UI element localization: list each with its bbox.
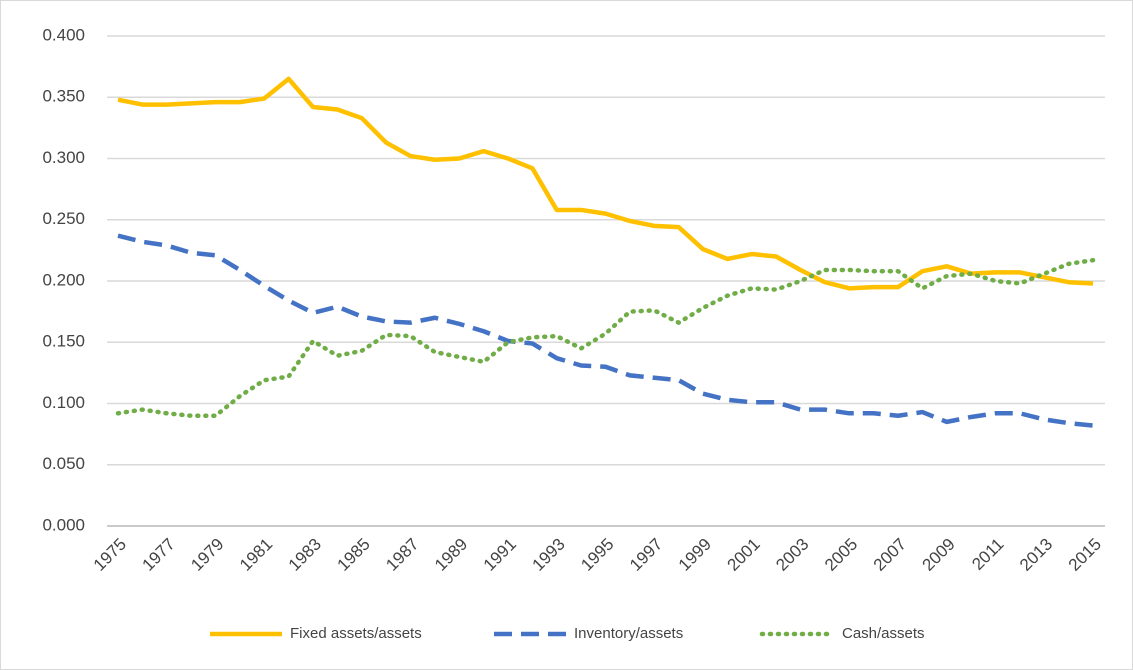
data-line	[117, 76, 1094, 291]
y-tick-label: 0.100	[42, 393, 85, 412]
data-line	[115, 257, 1096, 418]
y-tick-label: 0.350	[42, 87, 85, 106]
y-tick-label: 0.050	[42, 454, 85, 473]
legend-label: Fixed assets/assets	[290, 625, 422, 642]
legend-label: Cash/assets	[842, 625, 925, 642]
data-line	[117, 233, 1094, 428]
y-tick-label: 0.150	[42, 332, 85, 351]
y-tick-label: 0.300	[42, 148, 85, 167]
y-tick-label: 0.250	[42, 209, 85, 228]
legend-label: Inventory/assets	[574, 625, 683, 642]
y-tick-label: 0.000	[42, 515, 85, 534]
y-tick-label: 0.400	[42, 25, 85, 44]
y-tick-label: 0.200	[42, 270, 85, 289]
